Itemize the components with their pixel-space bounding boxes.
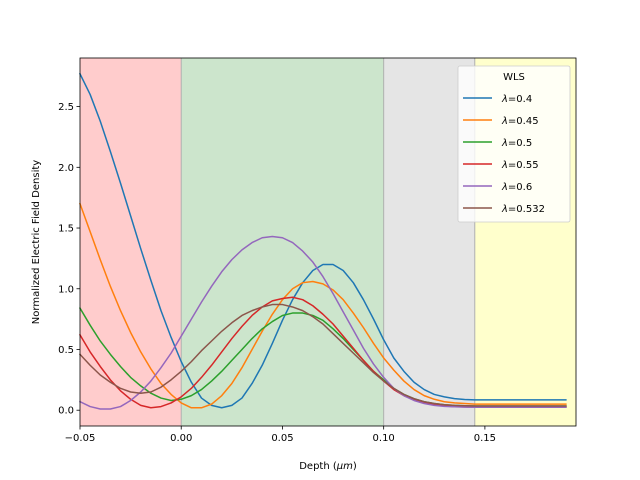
legend-entries: λ=0.4 λ=0.45 λ=0.5 λ=0.55 λ=0.6 λ=0.532: [463, 94, 545, 215]
x-tick-label: 0.10: [373, 433, 395, 444]
legend-label-2: λ=0.5: [501, 138, 532, 149]
series-line-1: [79, 202, 567, 409]
legend: WLS λ=0.4 λ=0.45 λ=0.5 λ=0.55 λ=0.6 λ=0.532: [457, 65, 571, 223]
legend-box: [457, 65, 571, 223]
legend-label-4: λ=0.6: [501, 182, 532, 193]
x-tick-label: 0.15: [474, 433, 496, 444]
plot-frame: [79, 57, 577, 427]
y-tick-label: 1.5: [58, 224, 74, 235]
y-axis-label: Normalized Electric Field Density: [31, 160, 42, 324]
y-axis-ticks: 0.0 0.5 1.0 1.5 2.0 2.5: [58, 102, 80, 417]
legend-label-0: λ=0.4: [501, 94, 532, 105]
x-tick-label: 0.00: [170, 433, 192, 444]
y-tick-label: 2.0: [58, 163, 74, 174]
legend-label-3: λ=0.55: [501, 160, 539, 171]
y-tick-label: 2.5: [58, 102, 74, 113]
region-band-0: [80, 58, 182, 426]
series-line-4: [78, 235, 567, 410]
series-line-5: [78, 303, 567, 407]
series-lines: [78, 72, 567, 410]
legend-label-5: λ=0.532: [501, 204, 545, 215]
x-tick-label: −0.05: [65, 433, 96, 444]
region-band-1: [181, 58, 384, 426]
legend-title: WLS: [503, 72, 525, 83]
x-tick-label: 0.05: [271, 433, 293, 444]
y-tick-label: 1.0: [58, 284, 74, 295]
legend-label-1: λ=0.45: [501, 116, 539, 127]
x-axis-ticks: −0.05 0.00 0.05 0.10 0.15: [65, 426, 496, 444]
x-axis-label: Depth (μm): [299, 461, 357, 472]
y-tick-label: 0.5: [58, 345, 74, 356]
y-tick-label: 0.0: [58, 406, 74, 417]
